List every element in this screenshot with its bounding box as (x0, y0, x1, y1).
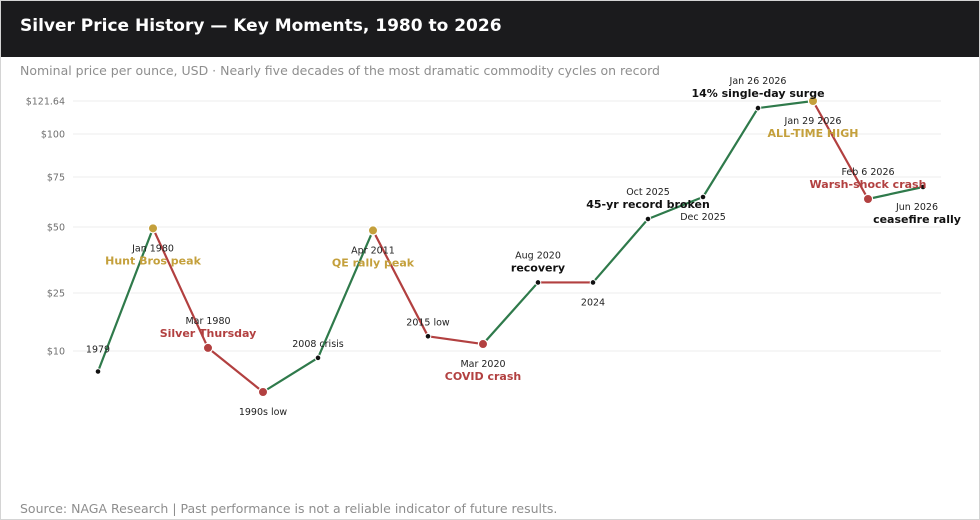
point-date-label: Dec 2025 (680, 212, 726, 223)
point-aug-2020 (534, 279, 542, 286)
segment-down (206, 346, 265, 394)
point-event-label: 45-yr record broken (586, 198, 710, 211)
point-2008-crisis (314, 354, 322, 362)
point-jan-1980 (147, 223, 159, 234)
segment-down (151, 227, 210, 350)
point-date-label: Jan 29 2026 (784, 116, 842, 127)
point-dec-2025 (699, 193, 707, 201)
point-date-label: Jun 2026 (895, 202, 938, 213)
point-event-label: ceasefire rally (873, 213, 961, 226)
point-event-label: recovery (511, 261, 565, 274)
segment-down (426, 335, 485, 346)
point-date-label: Mar 1980 (185, 316, 230, 327)
point-1990s-low (257, 386, 269, 398)
point-date-label: 2024 (581, 297, 605, 308)
point-date-label: Jan 26 2026 (729, 76, 787, 87)
point-date-label: 2015 low (406, 317, 450, 328)
y-tick-label: $100 (41, 130, 65, 141)
point-jan-29-2026 (807, 95, 819, 107)
segment-up (316, 229, 375, 359)
point-event-label: ALL-TIME HIGH (768, 127, 859, 140)
point-mar-1980 (202, 342, 214, 354)
segment-up (756, 99, 815, 110)
chart-title: Silver Price History — Key Moments, 1980… (20, 16, 502, 36)
point-date-label: Mar 2020 (460, 359, 505, 370)
point-2015-low (424, 333, 432, 340)
y-tick-label: $25 (47, 289, 65, 300)
y-tick-label: $10 (47, 347, 65, 358)
point-event-label: 14% single-day surge (691, 87, 824, 100)
point-1979 (94, 368, 102, 375)
point-apr-2011 (367, 225, 379, 236)
segment-down (371, 229, 430, 338)
segment-up (646, 195, 705, 221)
point-date-label: Aug 2020 (515, 250, 561, 261)
chart-subtitle: Nominal price per ounce, USD · Nearly fi… (20, 63, 660, 78)
segment-down (811, 99, 870, 201)
point-oct-2025 (644, 215, 652, 223)
point-date-label: 2008 crisis (292, 339, 344, 350)
title-bar: Silver Price History — Key Moments, 1980… (1, 1, 979, 57)
data-points (94, 95, 927, 398)
price-line (95, 98, 926, 395)
point-event-label: Silver Thursday (160, 327, 257, 340)
point-date-label: 1990s low (239, 407, 288, 418)
y-tick-label: $50 (47, 223, 65, 234)
point-date-label: Apr 2011 (351, 245, 395, 256)
point-jun-2026 (919, 183, 927, 191)
point-event-label: QE rally peak (332, 256, 415, 269)
source-footer: Source: NAGA Research | Past performance… (20, 501, 558, 516)
y-tick-label: $121.64 (26, 97, 65, 108)
point-mar-2020 (477, 338, 489, 350)
y-axis-ticks: $10 $25 $50 $75 $100 $121.64 (26, 97, 65, 358)
point-date-label: 1979 (86, 345, 110, 356)
segment-up (261, 356, 320, 394)
segment-up (866, 185, 925, 201)
point-event-label: COVID crash (445, 370, 521, 383)
point-jan-26-2026 (754, 104, 762, 112)
segment-up (481, 281, 540, 346)
y-tick-label: $75 (47, 173, 65, 184)
segment-up (96, 227, 155, 373)
segment-up (591, 217, 650, 284)
segment-up (701, 106, 760, 199)
point-date-label: Oct 2025 (626, 187, 670, 198)
point-event-label: Warsh-shock crash (810, 178, 927, 191)
point-date-label: Feb 6 2026 (841, 167, 894, 178)
point-date-label: Jan 1980 (131, 243, 174, 254)
point-event-label: Hunt Bros peak (105, 254, 201, 267)
point-feb-6-2026 (862, 193, 874, 205)
point-2024 (589, 279, 597, 286)
